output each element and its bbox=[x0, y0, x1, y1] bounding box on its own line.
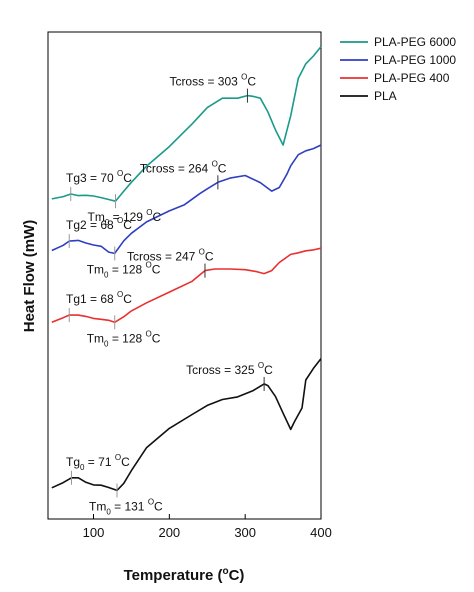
x-axis-title-end: C) bbox=[229, 567, 245, 584]
legend-label: PLA-PEG 1000 bbox=[374, 53, 456, 67]
annotation-tg-2: Tg1 = 68 OC bbox=[66, 290, 132, 306]
annotation-tm-3: Tm0 = 131 OC bbox=[89, 497, 163, 516]
annotation-tg-3: Tg0 = 71 OC bbox=[66, 453, 130, 472]
annotation-tcross-0: Tcross = 303 OC bbox=[169, 73, 256, 89]
annotation-tcross-2: Tcross = 247 OC bbox=[127, 248, 214, 264]
legend-label: PLA-PEG 400 bbox=[374, 71, 450, 85]
annotation-tcross-1: Tcross = 264 OC bbox=[140, 159, 227, 175]
x-tick-label: 400 bbox=[310, 525, 332, 540]
series-layer bbox=[51, 46, 322, 492]
x-axis-title-sup: o bbox=[222, 566, 228, 577]
annotation-layer: Tg3 = 70 OC Tm0 = 129 OC Tcross = 303 OC Tg… bbox=[66, 73, 273, 517]
series-line-0 bbox=[51, 46, 322, 202]
legend-label: PLA bbox=[374, 89, 397, 103]
annotation-tg-0: Tg3 = 70 OC bbox=[66, 169, 132, 185]
x-axis-ticks: 100 200 300 400 bbox=[83, 514, 332, 540]
annotation-tcross-3: Tcross = 325 OC bbox=[186, 361, 273, 377]
x-axis-title: Temperature (oC) bbox=[124, 566, 245, 584]
x-axis-title-main: Temperature ( bbox=[124, 567, 223, 584]
series-line-3 bbox=[51, 358, 322, 492]
series-line-1 bbox=[51, 144, 322, 255]
annotation-tm-0: Tm0 = 129 OC bbox=[87, 208, 161, 227]
legend-label: PLA-PEG 6000 bbox=[374, 35, 456, 49]
annotation-tm-2: Tm0 = 128 OC bbox=[87, 329, 161, 348]
x-tick-label: 100 bbox=[83, 525, 105, 540]
x-tick-label: 200 bbox=[158, 525, 180, 540]
x-tick-label: 300 bbox=[234, 525, 256, 540]
legend: PLA-PEG 6000 PLA-PEG 1000 PLA-PEG 400 PLA bbox=[340, 35, 456, 103]
annotation-tm-1: Tm0 = 128 OC bbox=[87, 260, 161, 279]
series-line-2 bbox=[51, 247, 322, 324]
y-axis-title: Heat Flow (mW) bbox=[21, 220, 38, 333]
annotation-tg-1: Tg2 = 68 OC bbox=[66, 216, 132, 232]
plot-frame bbox=[47, 31, 322, 520]
